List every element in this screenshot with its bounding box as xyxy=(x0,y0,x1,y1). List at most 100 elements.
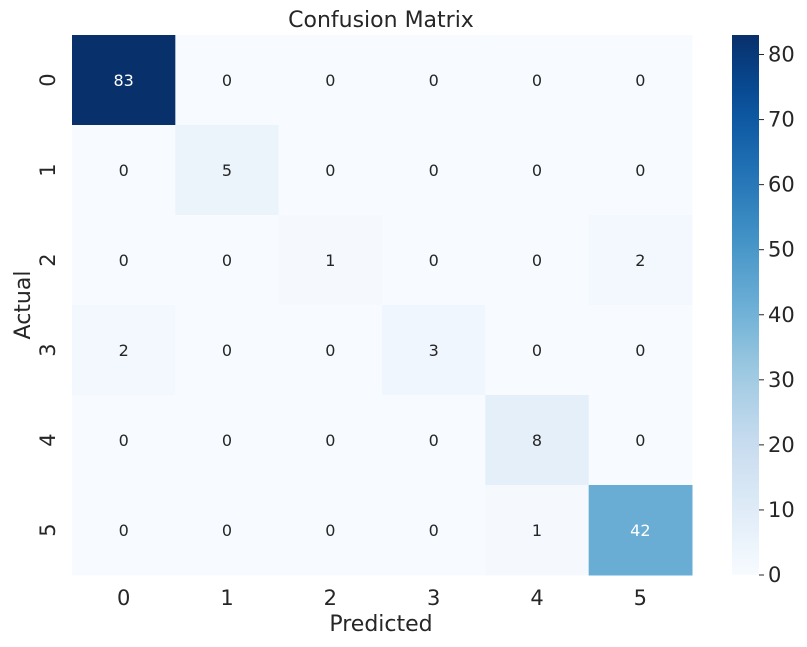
heatmap-cell-r1-c2 xyxy=(278,125,383,216)
heatmap-cell-r0-c1 xyxy=(175,35,280,126)
heatmap-cell-r2-c0 xyxy=(72,215,176,306)
cell-value-r5-c3: 0 xyxy=(429,521,439,540)
chart-title: Confusion Matrix xyxy=(288,8,474,33)
cell-value-r1-c0: 0 xyxy=(119,161,129,180)
cell-value-r1-c2: 0 xyxy=(325,161,335,180)
heatmap-cell-r0-c5 xyxy=(588,35,693,126)
heatmap-cell-r3-c1 xyxy=(175,305,280,396)
heatmap-cell-r3-c3 xyxy=(382,305,486,396)
cell-value-r5-c2: 0 xyxy=(325,521,335,540)
cell-value-r3-c3: 3 xyxy=(429,341,439,360)
cell-value-r3-c2: 0 xyxy=(325,341,335,360)
heatmap-cell-r1-c4 xyxy=(485,125,590,216)
heatmap-cell-r2-c1 xyxy=(175,215,280,306)
cell-value-r4-c5: 0 xyxy=(635,431,645,450)
heatmap-cell-r2-c3 xyxy=(382,215,486,306)
cell-value-r4-c1: 0 xyxy=(222,431,232,450)
cell-value-r0-c1: 0 xyxy=(222,71,232,90)
cell-value-r1-c5: 0 xyxy=(635,161,645,180)
cell-value-r5-c5: 42 xyxy=(630,521,650,540)
colorbar-tick-label-80: 80 xyxy=(768,43,795,67)
cell-value-r3-c0: 2 xyxy=(119,341,129,360)
cell-value-r0-c0: 83 xyxy=(113,71,133,90)
heatmap-cell-r3-c4 xyxy=(485,305,590,396)
heatmap-cell-labels: 83 0 0 0 0 0 0 5 0 0 0 0 0 0 1 0 0 2 2 0 0 3 0 0 0 0 0 0 8 0 0 0 0 0 1 42 xyxy=(113,71,650,540)
heatmap-cell-r4-c4 xyxy=(485,395,590,486)
y-tick-label-1: 1 xyxy=(36,163,60,176)
cell-value-r2-c3: 0 xyxy=(429,251,439,270)
x-tick-label-4: 4 xyxy=(530,586,543,610)
colorbar-tick-label-50: 50 xyxy=(768,238,795,262)
cell-value-r5-c0: 0 xyxy=(119,521,129,540)
colorbar-tick-label-60: 60 xyxy=(768,173,795,197)
y-tick-label-2: 2 xyxy=(36,253,60,266)
colorbar-tick-label-20: 20 xyxy=(768,433,795,457)
cell-value-r4-c4: 8 xyxy=(532,431,542,450)
heatmap-cell-r1-c3 xyxy=(382,125,486,216)
heatmap-cell-r0-c2 xyxy=(278,35,383,126)
colorbar-tick-label-70: 70 xyxy=(768,108,795,132)
heatmap-cell-r4-c5 xyxy=(588,395,693,486)
y-axis-ticks: 0 1 2 3 4 5 xyxy=(36,73,60,536)
heatmap-cell-r4-c1 xyxy=(175,395,280,486)
heatmap-cells xyxy=(72,35,693,576)
cell-value-r1-c3: 0 xyxy=(429,161,439,180)
x-tick-label-5: 5 xyxy=(634,586,647,610)
cell-value-r2-c4: 0 xyxy=(532,251,542,270)
cell-value-r0-c5: 0 xyxy=(635,71,645,90)
x-tick-label-1: 1 xyxy=(220,586,233,610)
cell-value-r5-c4: 1 xyxy=(532,521,542,540)
heatmap-cell-r4-c2 xyxy=(278,395,383,486)
colorbar-gradient xyxy=(732,35,759,575)
heatmap-cell-r2-c2 xyxy=(278,215,383,306)
x-tick-label-2: 2 xyxy=(324,586,337,610)
heatmap-cell-r1-c0 xyxy=(72,125,176,216)
cell-value-r2-c5: 2 xyxy=(635,251,645,270)
cell-value-r2-c0: 0 xyxy=(119,251,129,270)
heatmap-cell-r2-c4 xyxy=(485,215,590,306)
cell-value-r3-c5: 0 xyxy=(635,341,645,360)
y-tick-label-5: 5 xyxy=(36,523,60,536)
colorbar-tick-label-30: 30 xyxy=(768,368,795,392)
x-tick-label-3: 3 xyxy=(427,586,440,610)
cell-value-r5-c1: 0 xyxy=(222,521,232,540)
heatmap-cell-r5-c0 xyxy=(72,485,176,576)
y-tick-label-3: 3 xyxy=(36,343,60,356)
cell-value-r4-c0: 0 xyxy=(119,431,129,450)
heatmap-cell-r2-c5 xyxy=(588,215,693,306)
colorbar-tick-label-0: 0 xyxy=(768,563,781,587)
heatmap-cell-r5-c3 xyxy=(382,485,486,576)
cell-value-r1-c4: 0 xyxy=(532,161,542,180)
heatmap-cell-r1-c5 xyxy=(588,125,693,216)
x-tick-label-0: 0 xyxy=(117,586,130,610)
y-axis-label: Actual xyxy=(11,271,36,340)
x-axis-ticks: 0 1 2 3 4 5 xyxy=(117,586,647,610)
heatmap-cell-r3-c2 xyxy=(278,305,383,396)
heatmap-cell-r5-c5 xyxy=(588,485,693,576)
cell-value-r2-c2: 1 xyxy=(325,251,335,270)
cell-value-r4-c3: 0 xyxy=(429,431,439,450)
heatmap-cell-r0-c3 xyxy=(382,35,486,126)
heatmap-cell-r1-c1 xyxy=(175,125,280,216)
cell-value-r0-c3: 0 xyxy=(429,71,439,90)
cell-value-r2-c1: 0 xyxy=(222,251,232,270)
cell-value-r0-c2: 0 xyxy=(325,71,335,90)
cell-value-r1-c1: 5 xyxy=(222,161,232,180)
cell-value-r3-c1: 0 xyxy=(222,341,232,360)
heatmap-cell-r4-c3 xyxy=(382,395,486,486)
x-axis-label: Predicted xyxy=(329,612,432,637)
cell-value-r3-c4: 0 xyxy=(532,341,542,360)
colorbar-tick-label-10: 10 xyxy=(768,498,795,522)
colorbar-tick-label-40: 40 xyxy=(768,303,795,327)
y-tick-label-0: 0 xyxy=(36,73,60,86)
heatmap-cell-r5-c4 xyxy=(485,485,590,576)
heatmap-cell-r0-c4 xyxy=(485,35,590,126)
y-tick-label-4: 4 xyxy=(36,433,60,446)
heatmap-cell-r5-c2 xyxy=(278,485,383,576)
cell-value-r0-c4: 0 xyxy=(532,71,542,90)
heatmap-cell-r3-c0 xyxy=(72,305,176,396)
heatmap-cell-r0-c0 xyxy=(72,35,176,126)
heatmap-cell-r3-c5 xyxy=(588,305,693,396)
colorbar: 0 10 20 30 40 50 60 70 80 xyxy=(732,35,795,587)
